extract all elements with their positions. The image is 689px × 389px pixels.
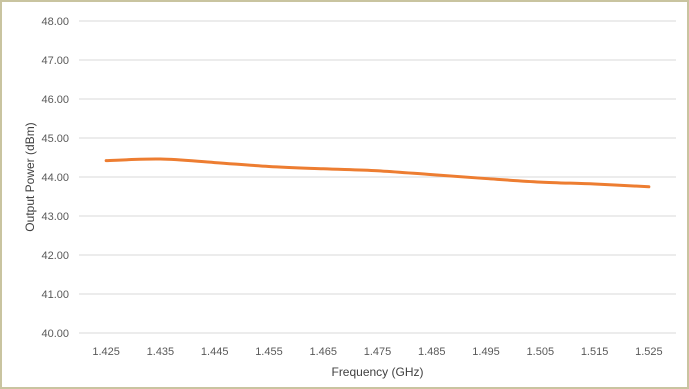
y-tick-label: 46.00 <box>41 94 69 106</box>
y-tick-label: 44.00 <box>41 172 69 184</box>
x-tick-label: 1.485 <box>418 346 446 358</box>
series-line-0 <box>104 157 651 189</box>
y-tick-label: 48.00 <box>41 16 69 28</box>
x-tick-label: 1.475 <box>364 346 392 358</box>
data-point-10 <box>648 186 650 188</box>
data-point-4 <box>322 168 324 170</box>
x-tick-label: 1.435 <box>147 346 175 358</box>
data-point-6 <box>431 174 433 176</box>
data-point-5 <box>377 170 379 172</box>
x-tick-label: 1.495 <box>472 346 500 358</box>
data-point-3 <box>268 165 270 167</box>
y-tick-label: 43.00 <box>41 211 69 223</box>
y-tick-label: 47.00 <box>41 55 69 67</box>
x-tick-label: 1.515 <box>581 346 609 358</box>
x-tick-label: 1.525 <box>635 346 663 358</box>
series-layer <box>104 157 651 189</box>
x-tick-label: 1.445 <box>201 346 229 358</box>
data-point-8 <box>539 181 541 183</box>
grid-lines <box>79 20 676 334</box>
x-tick-label: 1.425 <box>92 346 120 358</box>
x-tick-label: 1.505 <box>527 346 555 358</box>
data-point-7 <box>485 178 487 180</box>
y-tick-label: 45.00 <box>41 133 69 145</box>
y-tick-label: 42.00 <box>41 250 69 262</box>
data-point-9 <box>594 183 596 185</box>
y-axis-title: Output Power (dBm) <box>23 122 37 231</box>
x-tick-label: 1.455 <box>255 346 283 358</box>
y-tick-labels: 40.00 41.00 42.00 43.00 44.00 45.00 46.00 47.00… <box>41 16 69 340</box>
y-tick-label: 40.00 <box>41 328 69 340</box>
y-tick-label: 41.00 <box>41 289 69 301</box>
x-tick-label: 1.465 <box>309 346 337 358</box>
x-tick-labels: 1.425 1.435 1.445 1.455 1.465 1.475 1.485 1.495… <box>92 346 662 358</box>
data-point-1 <box>159 158 161 160</box>
x-axis-title: Frequency (GHz) <box>331 365 423 379</box>
data-point-0 <box>105 160 107 162</box>
data-point-2 <box>214 162 216 164</box>
